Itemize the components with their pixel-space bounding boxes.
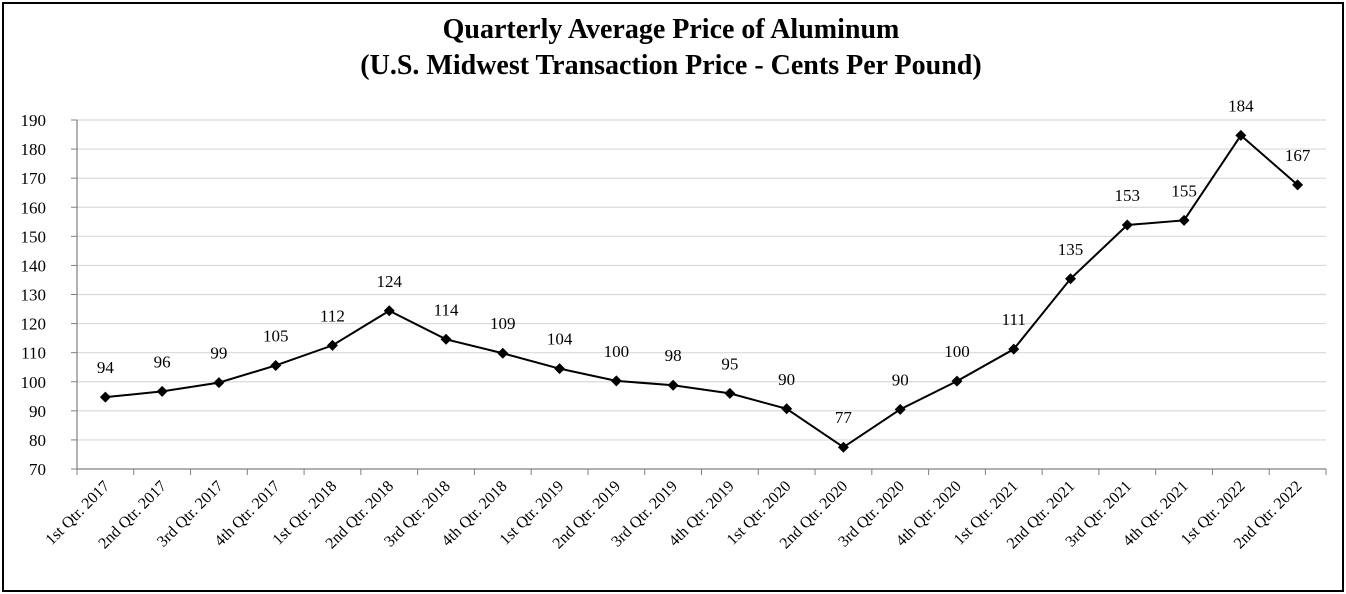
- data-point: [951, 375, 963, 387]
- data-point: [1178, 214, 1190, 226]
- y-tick-label: 120: [21, 315, 47, 334]
- data-point: [610, 375, 622, 387]
- y-tick-label: 70: [29, 460, 46, 479]
- data-label: 114: [434, 300, 459, 319]
- y-tick-label: 180: [21, 140, 47, 159]
- y-tick-label: 150: [21, 227, 47, 246]
- data-label: 90: [778, 370, 795, 389]
- y-tick-label: 110: [21, 344, 46, 363]
- data-point: [1292, 179, 1304, 191]
- data-label: 77: [835, 408, 853, 427]
- data-label: 98: [665, 346, 682, 365]
- series-line: [105, 133, 1299, 449]
- data-point: [724, 387, 736, 399]
- data-label: 112: [320, 306, 345, 325]
- y-tick-label: 100: [21, 373, 47, 392]
- data-label: 95: [721, 354, 738, 373]
- data-label: 184: [1228, 96, 1254, 115]
- data-label: 124: [377, 272, 403, 291]
- data-point: [326, 339, 338, 351]
- data-point: [1065, 273, 1077, 285]
- data-label: 153: [1115, 186, 1141, 205]
- data-label: 100: [944, 342, 970, 361]
- y-tick-label: 190: [21, 111, 47, 130]
- data-point: [1008, 343, 1020, 355]
- data-label: 96: [154, 352, 171, 371]
- data-point: [1121, 219, 1133, 231]
- data-point: [837, 441, 849, 453]
- data-point: [213, 377, 225, 389]
- data-label: 167: [1285, 146, 1311, 165]
- data-label: 105: [263, 326, 289, 345]
- y-axis: 70 80 90 100 110 120 130 140 150 160 170 180 190: [21, 111, 78, 479]
- y-tick-label: 80: [29, 431, 46, 450]
- data-point: [781, 403, 793, 415]
- data-point: [497, 347, 509, 359]
- data-point: [156, 385, 168, 397]
- data-label: 100: [604, 342, 630, 361]
- y-tick-label: 170: [21, 169, 47, 188]
- chart-title: Quarterly Average Price of Aluminum: [442, 14, 900, 45]
- chart-subtitle: (U.S. Midwest Transaction Price - Cents …: [360, 50, 982, 81]
- price-series: [99, 129, 1304, 453]
- data-point: [440, 333, 452, 345]
- data-point: [894, 403, 906, 415]
- data-labels: 94 96 99 105 112 124 114 109 104 100 98 95 90 77 90 100…: [97, 96, 1311, 427]
- data-point: [383, 305, 395, 317]
- y-tick-label: 140: [21, 256, 47, 275]
- y-tick-label: 160: [21, 198, 47, 217]
- data-label: 104: [547, 330, 573, 349]
- data-point: [270, 359, 282, 371]
- data-label: 155: [1171, 181, 1197, 200]
- data-label: 111: [1002, 310, 1026, 329]
- y-tick-label: 90: [29, 402, 46, 421]
- data-label: 90: [892, 370, 909, 389]
- data-point: [667, 379, 679, 391]
- data-label: 94: [97, 358, 115, 377]
- data-label: 135: [1058, 240, 1084, 259]
- y-tick-label: 130: [21, 286, 47, 305]
- data-point: [1235, 129, 1247, 141]
- data-point: [99, 391, 111, 403]
- data-label: 109: [490, 314, 516, 333]
- gridlines: [77, 119, 1326, 441]
- data-point: [554, 363, 566, 375]
- data-label: 99: [210, 344, 227, 363]
